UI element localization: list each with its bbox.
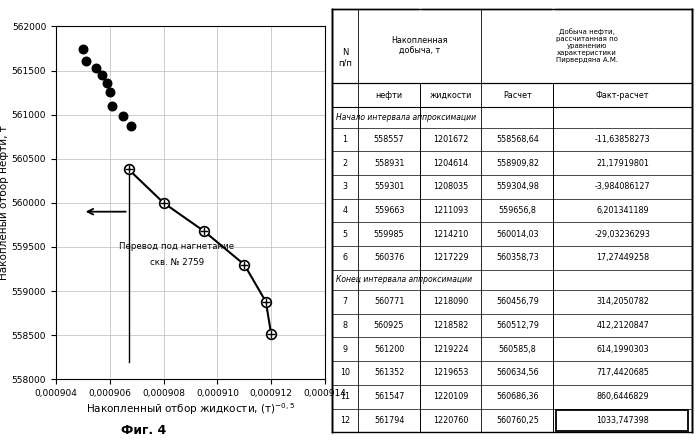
Text: 1214210: 1214210 <box>433 230 468 239</box>
Text: 560456,79: 560456,79 <box>496 298 539 306</box>
Text: 314,2050782: 314,2050782 <box>596 298 649 306</box>
Text: Конец интервала аппроксимации: Конец интервала аппроксимации <box>336 276 472 284</box>
Text: Добыча нефти,
рассчитанная по
уравнению
характеристики
Пирвердяна А.М.: Добыча нефти, рассчитанная по уравнению … <box>556 28 618 64</box>
Text: 6: 6 <box>343 254 347 262</box>
Text: 6,201341189: 6,201341189 <box>596 206 649 215</box>
Text: 8: 8 <box>343 321 347 330</box>
Text: 860,6446829: 860,6446829 <box>596 392 649 401</box>
Text: 560376: 560376 <box>374 254 404 262</box>
Text: 10: 10 <box>340 369 350 377</box>
Text: -29,03236293: -29,03236293 <box>595 230 651 239</box>
Point <box>101 79 113 86</box>
Text: нефти: нефти <box>375 91 403 100</box>
Point <box>104 88 115 95</box>
Bar <box>556 410 689 431</box>
Text: 561200: 561200 <box>374 345 404 354</box>
Text: 2: 2 <box>343 159 347 168</box>
Text: 1220760: 1220760 <box>433 416 468 425</box>
Text: 561352: 561352 <box>374 369 404 377</box>
Text: 5: 5 <box>343 230 347 239</box>
Text: 560760,25: 560760,25 <box>496 416 539 425</box>
Text: 558931: 558931 <box>374 159 404 168</box>
Text: 558557: 558557 <box>374 135 405 144</box>
Text: 560585,8: 560585,8 <box>498 345 536 354</box>
Text: 1: 1 <box>343 135 347 144</box>
Text: Перевод под нагнетание: Перевод под нагнетание <box>120 242 235 250</box>
Text: 1204614: 1204614 <box>433 159 468 168</box>
Point <box>96 71 107 78</box>
Text: 1217229: 1217229 <box>433 254 468 262</box>
Text: 1220109: 1220109 <box>433 392 468 401</box>
Text: 12: 12 <box>340 416 350 425</box>
Text: 7: 7 <box>343 298 347 306</box>
Text: 614,1990303: 614,1990303 <box>596 345 649 354</box>
Text: 412,2120847: 412,2120847 <box>596 321 649 330</box>
Text: 1208035: 1208035 <box>433 183 468 191</box>
Text: 9: 9 <box>343 345 347 354</box>
Text: 561547: 561547 <box>374 392 404 401</box>
Text: Фиг. 4: Фиг. 4 <box>121 424 166 437</box>
Y-axis label: Накопленый отбор нефти, т: Накопленый отбор нефти, т <box>0 126 9 280</box>
Text: Начало интервала аппроксимации: Начало интервала аппроксимации <box>336 113 476 122</box>
Point <box>107 102 118 109</box>
Text: 17,27449258: 17,27449258 <box>596 254 649 262</box>
Text: 559656,8: 559656,8 <box>498 206 536 215</box>
Text: 717,4420685: 717,4420685 <box>596 369 649 377</box>
Point <box>77 45 88 52</box>
Text: жидкости: жидкости <box>430 91 472 100</box>
Text: N
п/п: N п/п <box>338 49 352 68</box>
Point <box>117 113 129 120</box>
Point <box>80 57 91 64</box>
Text: скв. № 2759: скв. № 2759 <box>150 258 204 266</box>
Text: 1219653: 1219653 <box>433 369 468 377</box>
Text: Факт-расчет: Факт-расчет <box>596 91 649 100</box>
Text: 21,17919801: 21,17919801 <box>596 159 649 168</box>
Text: 560358,73: 560358,73 <box>496 254 539 262</box>
Text: 3: 3 <box>343 183 347 191</box>
Text: 4: 4 <box>343 206 347 215</box>
Text: 1201672: 1201672 <box>433 135 468 144</box>
Text: -3,984086127: -3,984086127 <box>595 183 651 191</box>
Text: 558909,82: 558909,82 <box>496 159 539 168</box>
Text: 1218582: 1218582 <box>433 321 468 330</box>
Text: 559304,98: 559304,98 <box>496 183 539 191</box>
Text: 559985: 559985 <box>374 230 405 239</box>
Text: -11,63858273: -11,63858273 <box>595 135 651 144</box>
Text: 560925: 560925 <box>374 321 404 330</box>
Text: 1218090: 1218090 <box>433 298 468 306</box>
Text: 560634,56: 560634,56 <box>496 369 539 377</box>
Text: 560014,03: 560014,03 <box>496 230 539 239</box>
Text: 1211093: 1211093 <box>433 206 468 215</box>
Point <box>126 123 137 130</box>
Text: 558568,64: 558568,64 <box>496 135 539 144</box>
Text: 560771: 560771 <box>374 298 404 306</box>
Text: 559301: 559301 <box>374 183 404 191</box>
Text: 559663: 559663 <box>374 206 404 215</box>
Text: 560512,79: 560512,79 <box>496 321 539 330</box>
Text: 561794: 561794 <box>374 416 404 425</box>
Point <box>91 64 102 71</box>
Text: 1033,747398: 1033,747398 <box>596 416 649 425</box>
X-axis label: Накопленный отбор жидкости, (т)$^{-0,5}$: Накопленный отбор жидкости, (т)$^{-0,5}$ <box>86 401 295 417</box>
Text: Расчет: Расчет <box>503 91 532 100</box>
Text: 11: 11 <box>340 392 350 401</box>
Text: Накопленная
добыча, т: Накопленная добыча, т <box>391 36 448 56</box>
Text: 560686,36: 560686,36 <box>496 392 539 401</box>
Text: 1219224: 1219224 <box>433 345 468 354</box>
